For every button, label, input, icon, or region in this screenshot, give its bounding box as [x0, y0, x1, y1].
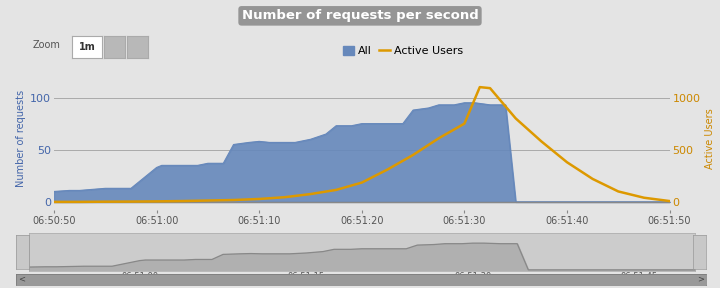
Text: 1m: 1m: [78, 42, 96, 52]
Text: <: <: [18, 275, 25, 284]
Text: >: >: [697, 275, 704, 284]
Y-axis label: Number of requests: Number of requests: [16, 90, 26, 187]
Legend: All, Active Users: All, Active Users: [338, 41, 468, 61]
Y-axis label: Active Users: Active Users: [705, 108, 714, 168]
Text: Zoom: Zoom: [32, 40, 60, 50]
Text: Number of requests per second: Number of requests per second: [242, 9, 478, 22]
